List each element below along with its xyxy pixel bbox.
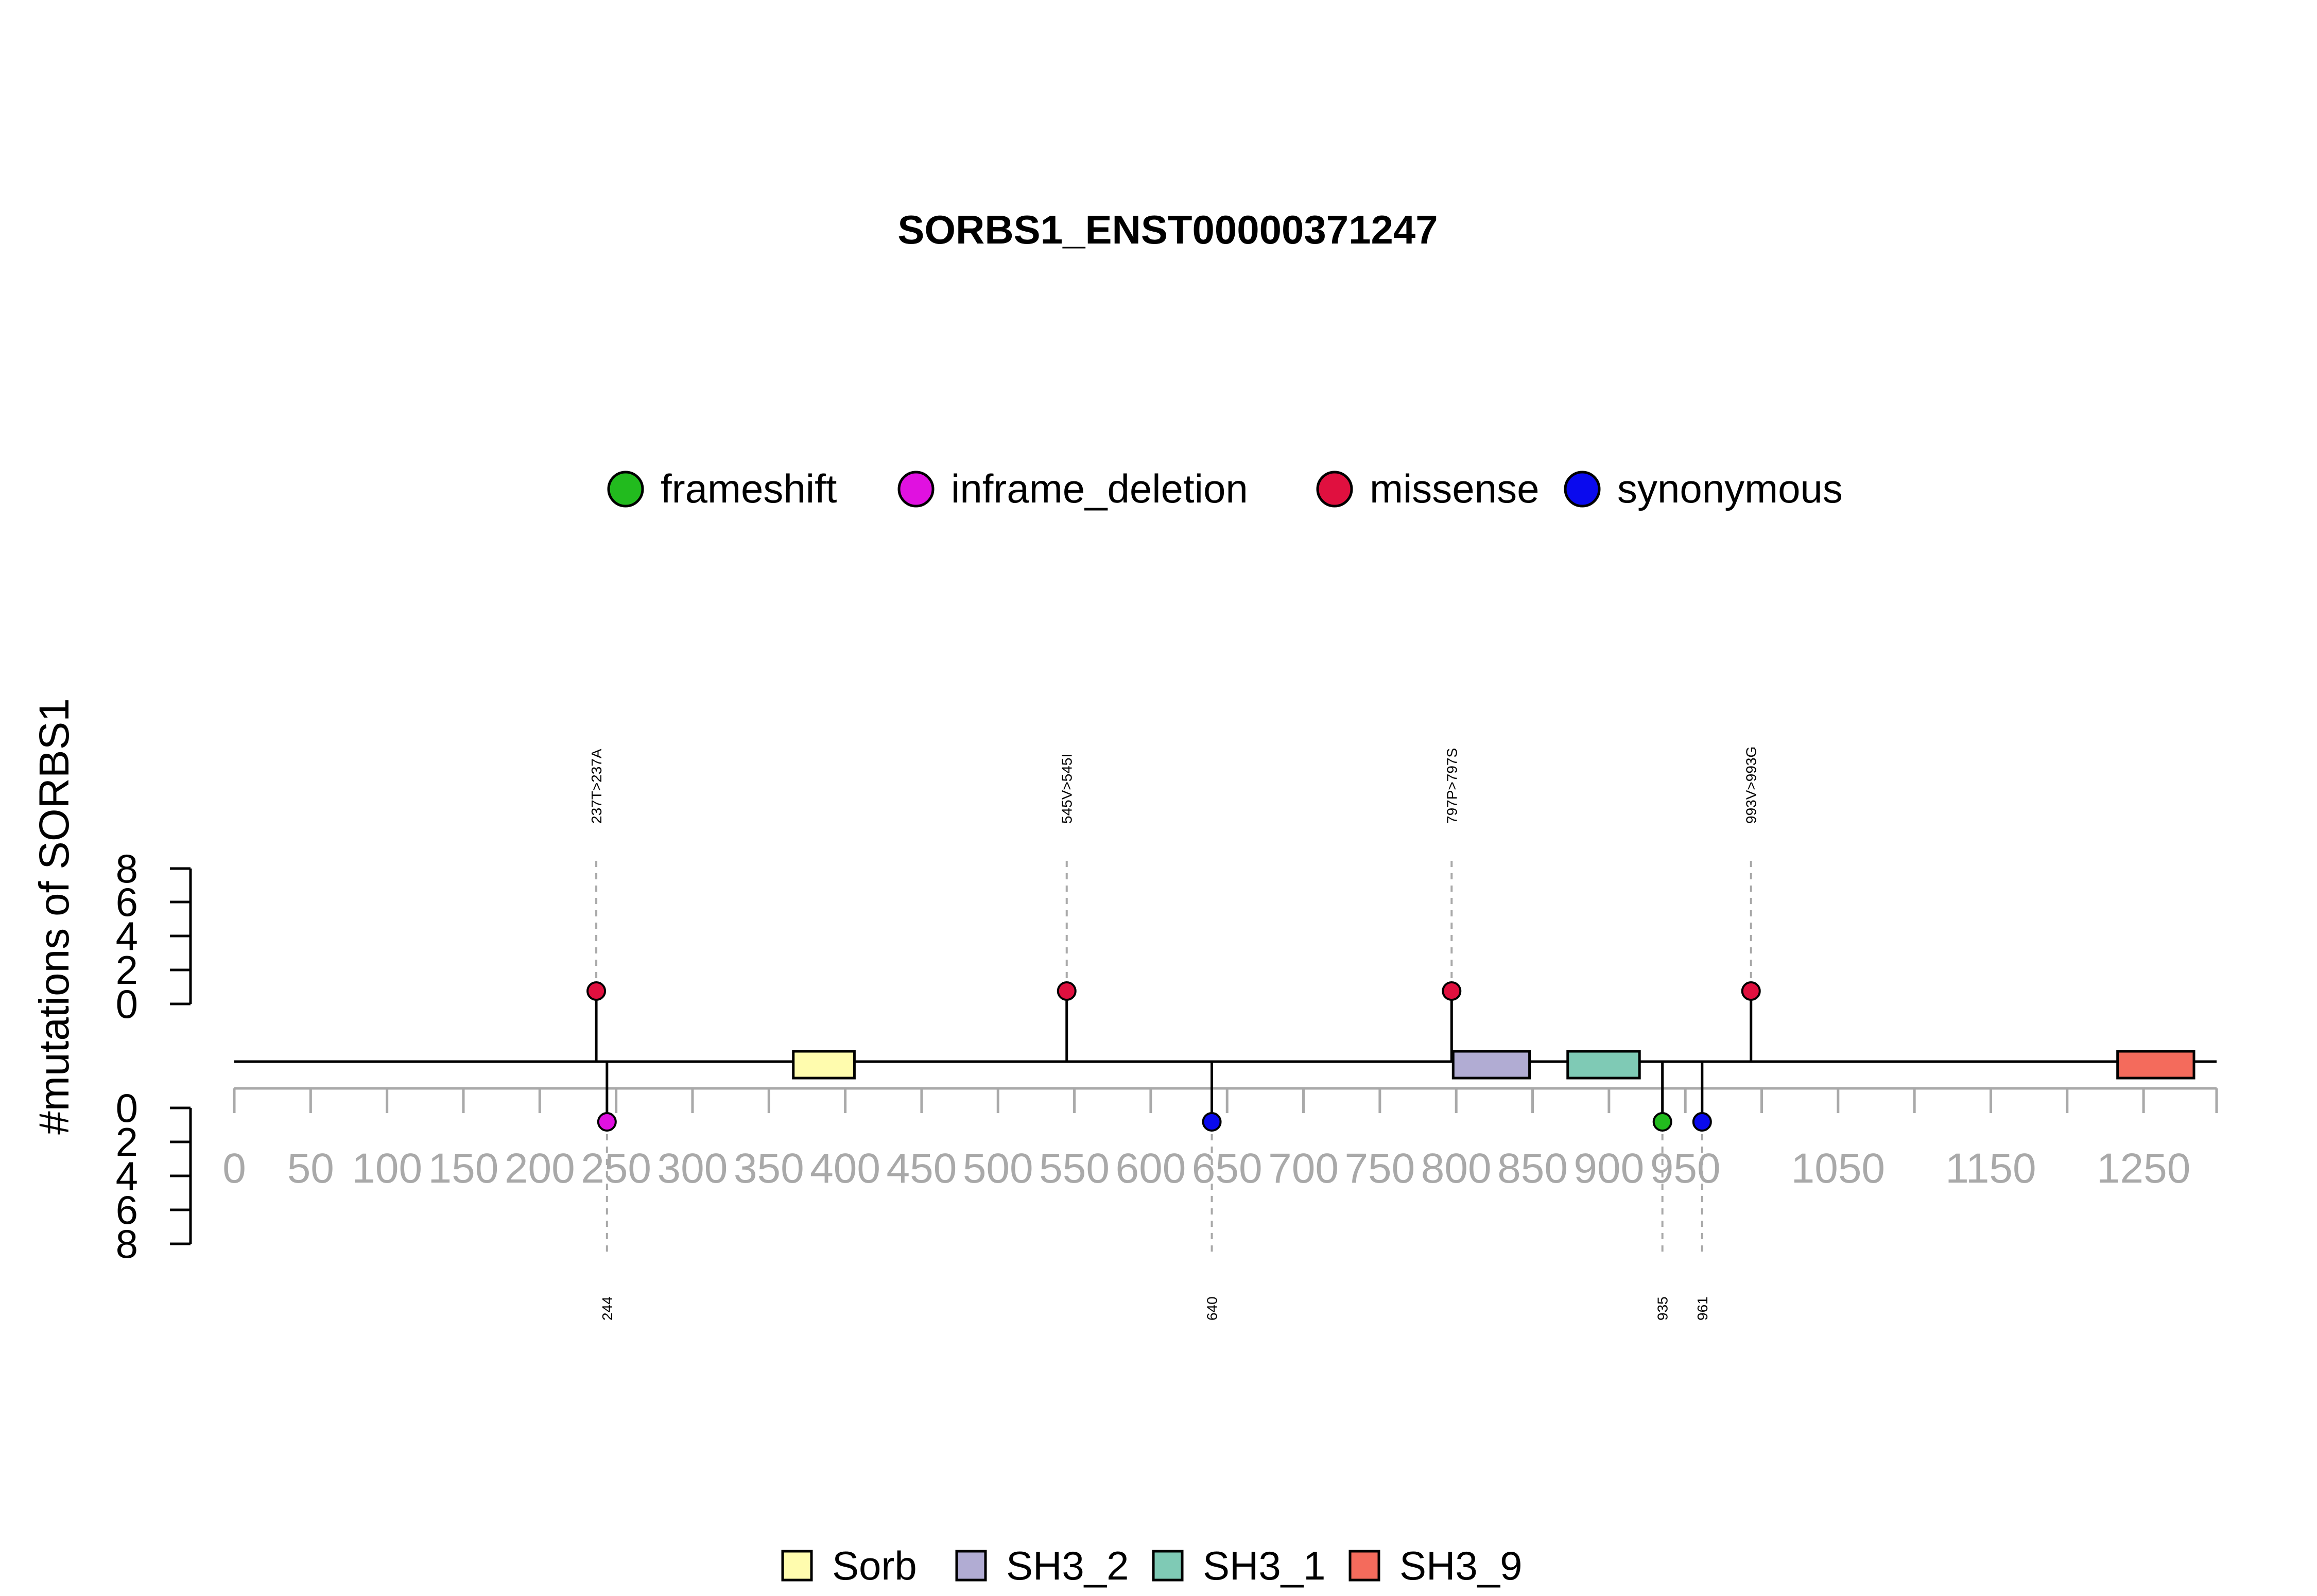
mutation-bottom-961: 961 (1692, 1062, 1712, 1321)
legend-label: SH3_1 (1203, 1543, 1326, 1588)
domain-legend-item-SH3_1: SH3_1 (1152, 1543, 1326, 1588)
y-tick-label: 6 (116, 1187, 138, 1233)
legend-item-missense: missense (1316, 466, 1539, 511)
x-tick-label: 750 (1344, 1145, 1415, 1192)
legend-label: missense (1370, 466, 1539, 511)
chart-title: SORBS1_ENST00000371247 (897, 207, 1438, 252)
x-tick-label: 50 (287, 1145, 334, 1192)
legend-swatch (1152, 1550, 1184, 1582)
mutation-top-237: 237T>237A (586, 749, 607, 1062)
x-tick-label: 150 (428, 1145, 499, 1192)
mutation-dot (1692, 1112, 1712, 1132)
mutation-dot (1442, 981, 1462, 1001)
domain-SH3_1 (1566, 1050, 1641, 1080)
mutation-label: 961 (1694, 1296, 1710, 1321)
mutation-label: 797P>797S (1444, 748, 1460, 824)
mutation-dot (1057, 981, 1077, 1001)
mutation-bottom-244: 244 (597, 1062, 617, 1321)
x-tick-label: 600 (1115, 1145, 1186, 1192)
x-tick-label: 400 (810, 1145, 880, 1192)
legend-label: inframe_deletion (951, 466, 1248, 511)
mutation-label: 244 (599, 1296, 615, 1321)
y-tick-label: 2 (116, 1119, 138, 1165)
mutation-top-797: 797P>797S (1442, 748, 1462, 1062)
legend-marker (1564, 471, 1601, 508)
x-tick-label: 850 (1497, 1145, 1568, 1192)
mutation-dot (586, 981, 607, 1001)
mutation-dot (1652, 1112, 1672, 1132)
x-tick-label: 0 (222, 1145, 246, 1192)
x-tick-label: 250 (581, 1145, 651, 1192)
legend-marker (607, 471, 644, 508)
x-axis: 0 50 100 150 200 250 300 350 400 450 500 550 600 650 7… (222, 1087, 2218, 1192)
x-tick-label: 1050 (1791, 1145, 1885, 1192)
domain-Sorb (792, 1050, 856, 1080)
y-tick-label: 8 (116, 1221, 138, 1267)
mutation-lollipops: 237T>237A 545V>545I 797P>797S 993V>993G 244 6… (586, 747, 1761, 1321)
mutation-label: 237T>237A (589, 749, 604, 824)
x-tick-label: 500 (963, 1145, 1033, 1192)
x-tick-label: 1150 (1945, 1145, 2036, 1192)
legend-item-frameshift: frameshift (607, 466, 837, 511)
legend-marker (897, 471, 935, 508)
mutation-top-545: 545V>545I (1057, 754, 1077, 1062)
legend-label: frameshift (661, 466, 837, 511)
legend-swatch (955, 1550, 987, 1582)
y-tick-label: 6 (116, 879, 138, 925)
x-tick-label: 550 (1039, 1145, 1110, 1192)
x-tick-label: 900 (1574, 1145, 1644, 1192)
legend-swatch (1348, 1550, 1380, 1582)
domain-SH3_9 (2116, 1050, 2195, 1080)
y-tick-label: 2 (116, 947, 138, 993)
legend-label: synonymous (1617, 466, 1843, 511)
x-tick-label: 650 (1192, 1145, 1263, 1192)
mutation-label: 545V>545I (1059, 754, 1075, 824)
x-tick-label: 200 (505, 1145, 575, 1192)
x-tick-label: 800 (1421, 1145, 1492, 1192)
mutation-label: 640 (1204, 1296, 1220, 1321)
mutation-label: 935 (1655, 1296, 1671, 1321)
legend-swatch (781, 1550, 813, 1582)
mutation-dot (597, 1112, 617, 1132)
x-tick-label: 950 (1650, 1145, 1721, 1192)
y-tick-label: 0 (116, 1085, 138, 1131)
x-tick-label: 700 (1268, 1145, 1339, 1192)
domain-legend-item-SH3_2: SH3_2 (955, 1543, 1129, 1588)
mutation-dot (1202, 1112, 1222, 1132)
mutation-legend: frameshift inframe_deletion missense synony… (607, 466, 1843, 511)
legend-label: Sorb (832, 1543, 917, 1588)
domain-legend-item-Sorb: Sorb (781, 1543, 917, 1588)
y-tick-label: 8 (116, 846, 138, 891)
legend-marker (1316, 471, 1353, 508)
y-tick-label: 4 (116, 1153, 138, 1199)
y-tick-label: 4 (116, 913, 138, 959)
y-tick-label: 0 (116, 981, 138, 1027)
mutation-bottom-640: 640 (1202, 1062, 1222, 1321)
x-tick-label: 1250 (2097, 1145, 2190, 1192)
domain-legend-item-SH3_9: SH3_9 (1348, 1543, 1523, 1588)
legend-label: SH3_2 (1006, 1543, 1129, 1588)
mutation-top-993: 993V>993G (1741, 747, 1761, 1062)
legend-item-inframe_deletion: inframe_deletion (897, 466, 1248, 511)
domain-legend: Sorb SH3_2 SH3_1 SH3_9 (781, 1543, 1523, 1588)
x-tick-label: 350 (734, 1145, 804, 1192)
y-axis-label: #mutations of SORBS1 (31, 698, 78, 1135)
x-tick-label: 100 (352, 1145, 422, 1192)
mutation-bottom-935: 935 (1652, 1062, 1672, 1321)
x-tick-label: 450 (887, 1145, 957, 1192)
domain-SH3_2 (1451, 1050, 1531, 1080)
x-tick-label: 300 (658, 1145, 728, 1192)
legend-item-synonymous: synonymous (1564, 466, 1843, 511)
legend-label: SH3_9 (1399, 1543, 1523, 1588)
mutation-dot (1741, 981, 1761, 1001)
protein-domains (792, 1050, 2195, 1080)
mutation-label: 993V>993G (1743, 747, 1759, 824)
